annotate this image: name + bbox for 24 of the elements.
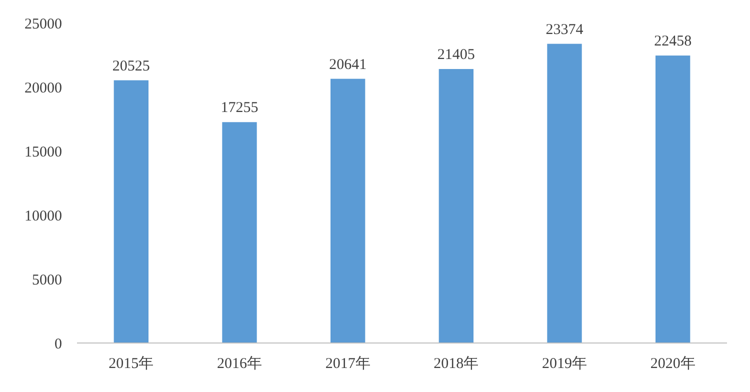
bar <box>222 122 257 343</box>
data-label: 23374 <box>546 22 584 38</box>
bar <box>114 80 148 343</box>
x-tick-label: 2019年 <box>542 355 587 372</box>
x-tick-label: 2015年 <box>108 355 154 372</box>
y-tick-label: 25000 <box>24 16 62 32</box>
x-tick-label: 2018年 <box>434 355 479 372</box>
bar <box>330 78 366 343</box>
data-label: 20641 <box>329 56 367 73</box>
data-label: 22458 <box>654 34 692 50</box>
x-tick-label: 2016年 <box>217 355 262 372</box>
bar <box>438 69 474 343</box>
x-tick-label: 2020年 <box>650 355 696 372</box>
bar <box>547 44 582 343</box>
y-tick-label: 15000 <box>24 144 62 160</box>
y-tick-label: 20000 <box>24 80 62 96</box>
y-tick-label: 0 <box>54 336 62 352</box>
y-tick-label: 5000 <box>32 272 62 288</box>
bar <box>656 56 690 343</box>
y-tick-label: 10000 <box>24 208 62 224</box>
data-label: 20525 <box>112 58 150 74</box>
data-label: 21405 <box>437 47 475 64</box>
x-tick-label: 2017年 <box>325 355 370 372</box>
data-label: 17255 <box>220 100 258 116</box>
